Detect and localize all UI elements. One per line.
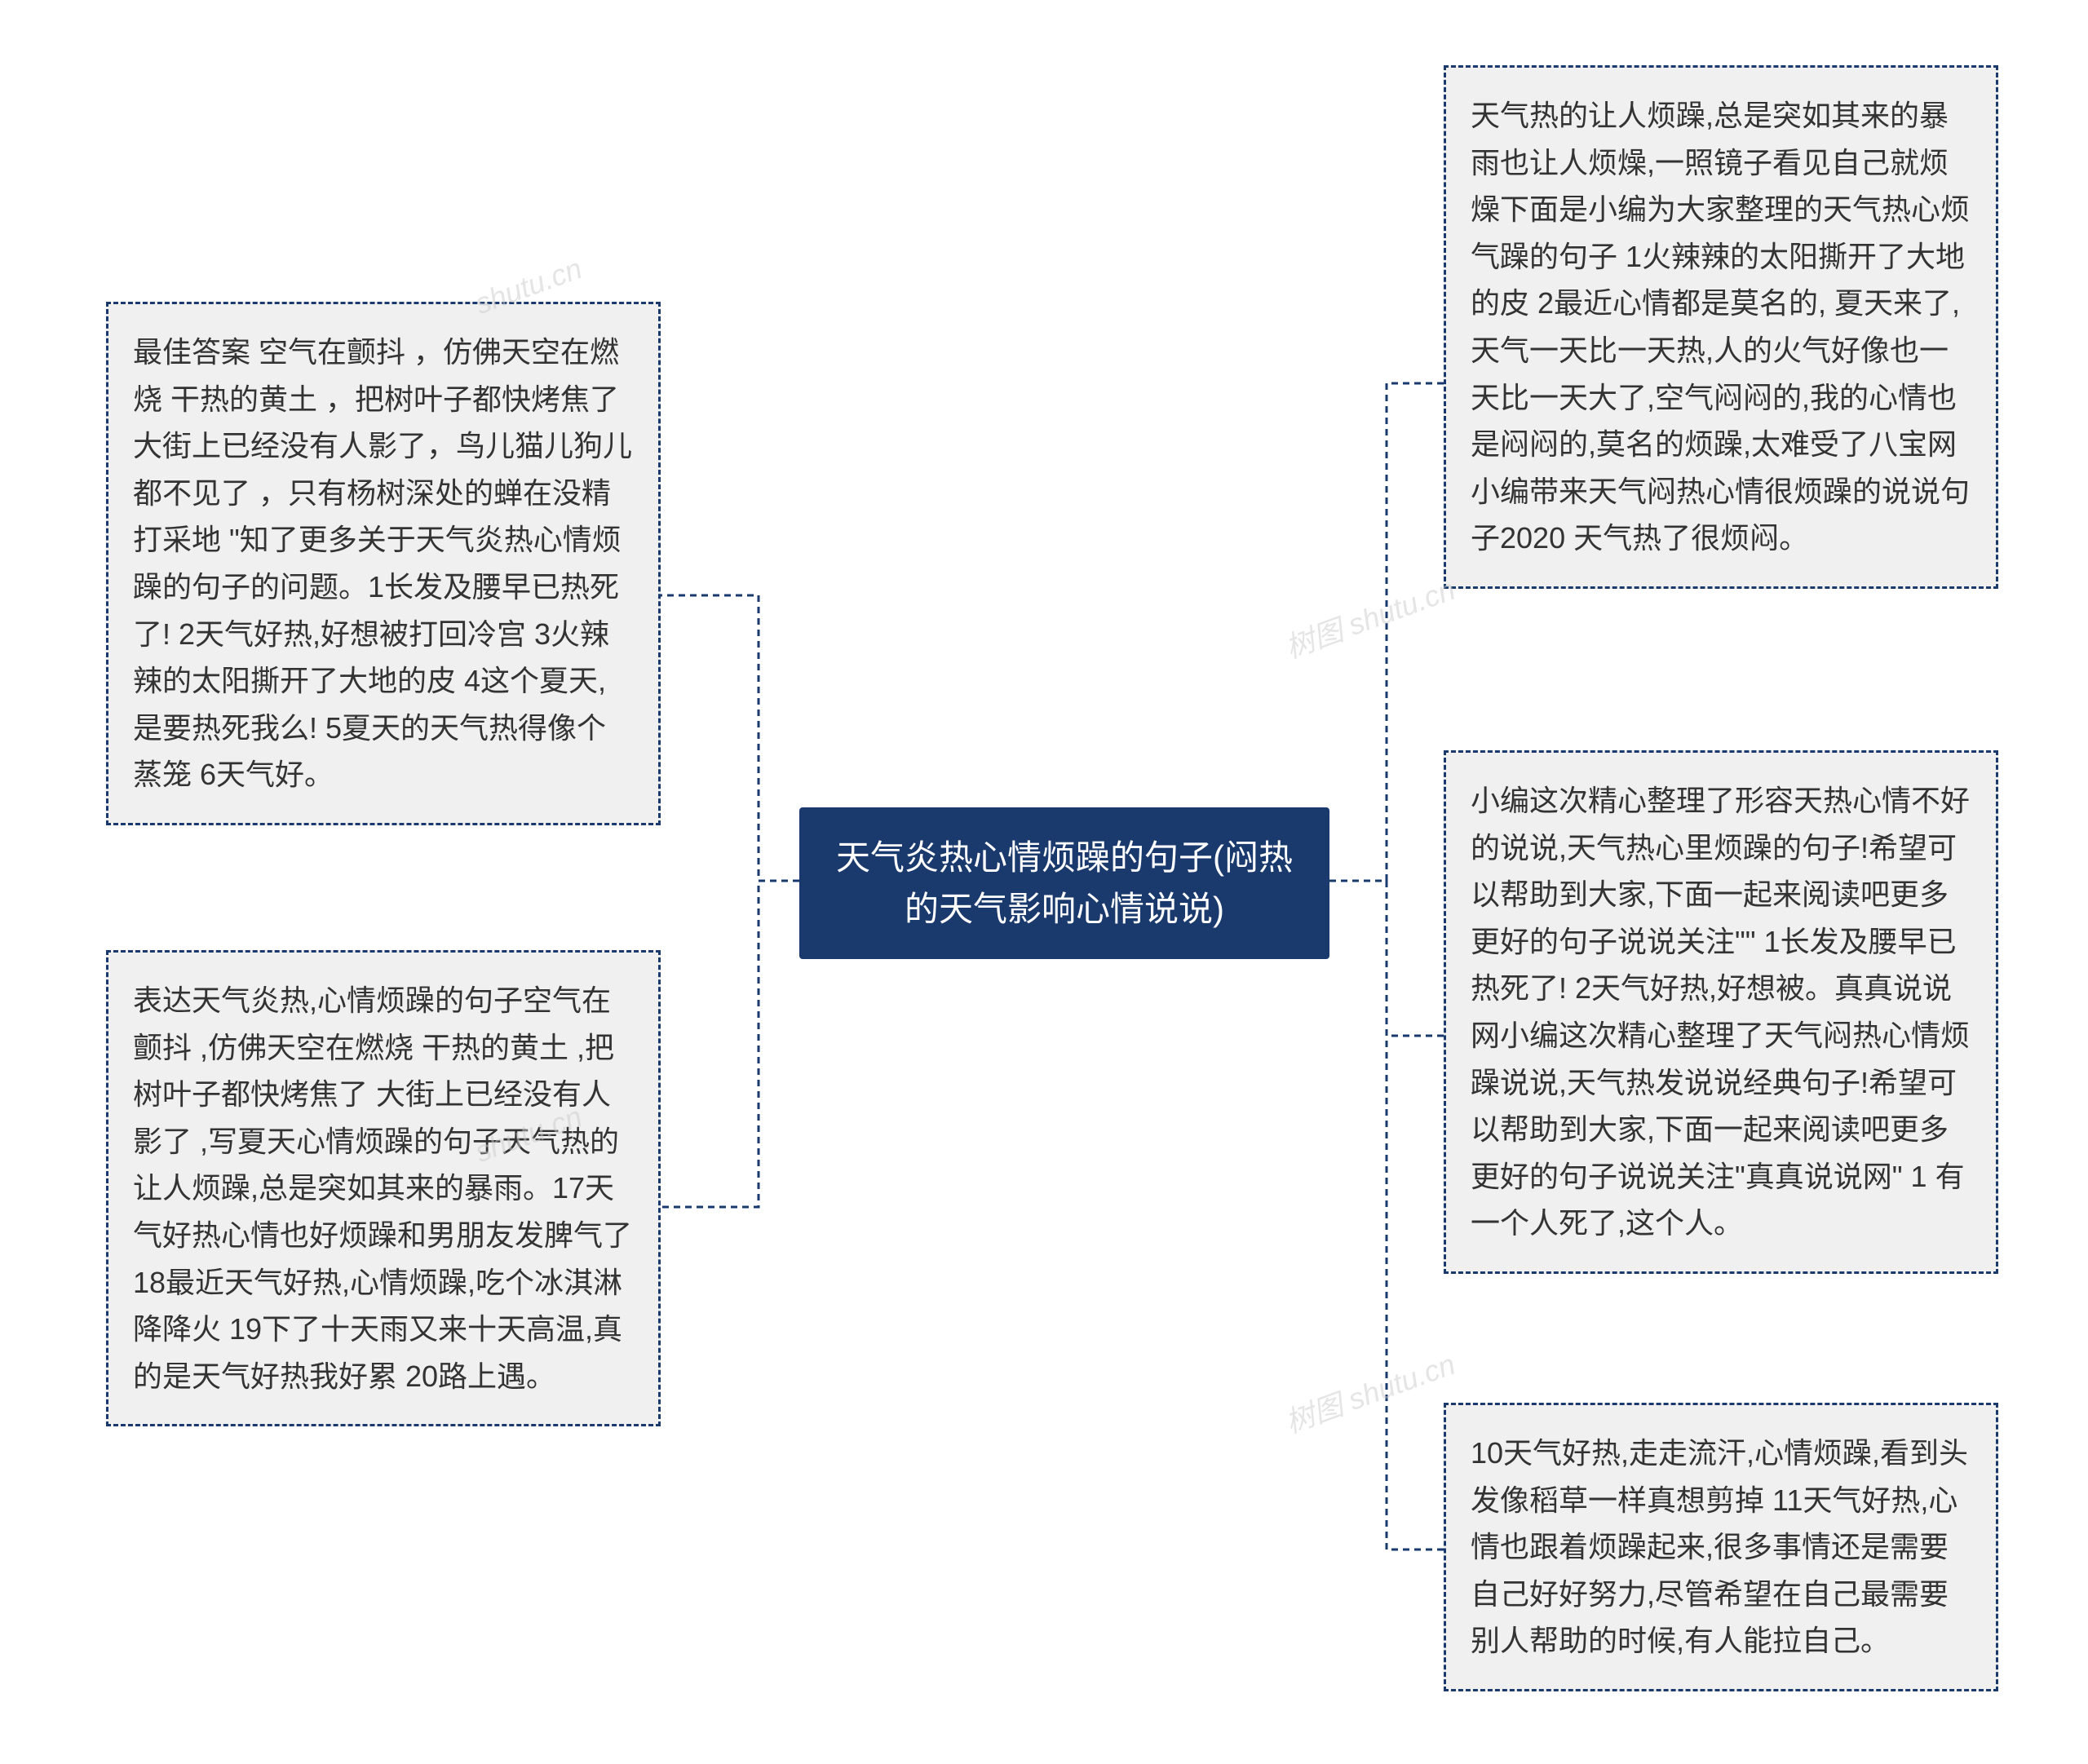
- left-node-1[interactable]: 表达天气炎热,心情烦躁的句子空气在颤抖 ,仿佛天空在燃烧 干热的黄土 ,把树叶子…: [106, 950, 661, 1426]
- right-node-0[interactable]: 天气热的让人烦躁,总是突如其来的暴雨也让人烦燥,一照镜子看见自己就烦燥下面是小编…: [1444, 65, 1998, 589]
- watermark-1: 树图 shutu.cn: [1279, 566, 1461, 666]
- right-node-1[interactable]: 小编这次精心整理了形容天热心情不好的说说,天气热心里烦躁的句子!希望可以帮助到大…: [1444, 750, 1998, 1274]
- right-node-2[interactable]: 10天气好热,走走流汗,心情烦躁,看到头发像稻草一样真想剪掉 11天气好热,心情…: [1444, 1403, 1998, 1691]
- left-node-0[interactable]: 最佳答案 空气在颤抖 ，仿佛天空在燃烧 干热的黄土 ，把树叶子都快烤焦了 大街上…: [106, 302, 661, 825]
- center-topic[interactable]: 天气炎热心情烦躁的句子(闷热的天气影响心情说说): [799, 807, 1329, 959]
- mindmap-canvas: 天气炎热心情烦躁的句子(闷热的天气影响心情说说) 最佳答案 空气在颤抖 ，仿佛天…: [0, 0, 2088, 1764]
- watermark-3: 树图 shutu.cn: [1279, 1341, 1461, 1441]
